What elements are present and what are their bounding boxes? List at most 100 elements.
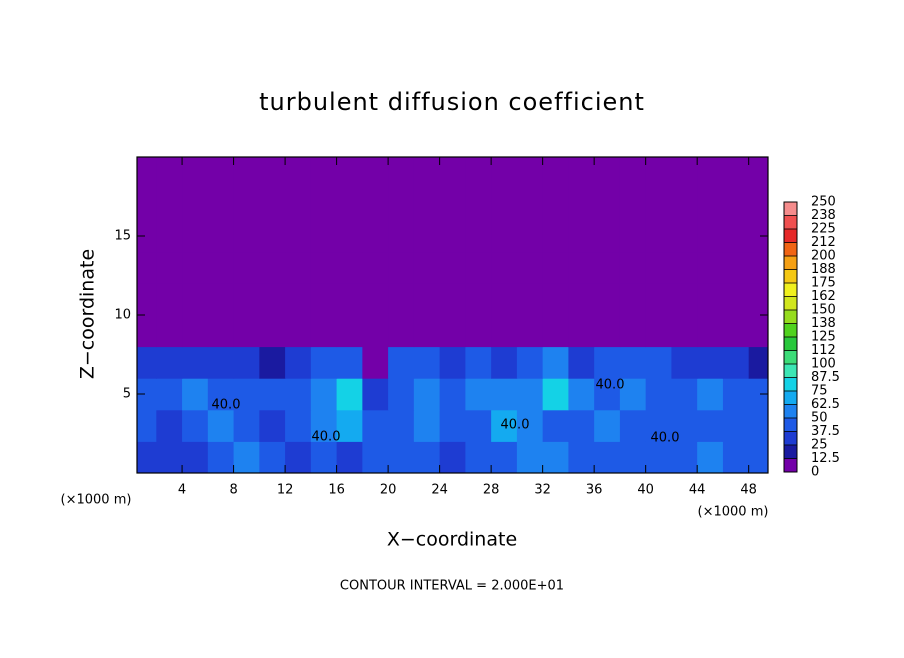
cell xyxy=(207,188,235,221)
cell xyxy=(388,220,415,253)
cell xyxy=(645,220,672,253)
cell xyxy=(233,251,260,284)
cell xyxy=(722,188,750,221)
chart-title: turbulent diffusion coefficient xyxy=(259,88,645,116)
cell xyxy=(542,251,569,284)
cell xyxy=(207,251,235,284)
cell xyxy=(491,409,518,442)
cell xyxy=(310,283,338,316)
cell xyxy=(310,378,338,411)
cell xyxy=(137,409,157,442)
cell xyxy=(671,441,698,473)
cell xyxy=(233,188,260,221)
cell xyxy=(259,220,286,253)
cell xyxy=(619,315,647,348)
colorbar-swatch xyxy=(784,229,797,243)
cell xyxy=(491,315,518,348)
colorbar-swatch xyxy=(784,364,797,378)
cell xyxy=(310,251,338,284)
cell xyxy=(645,283,672,316)
cell xyxy=(516,378,544,411)
cell xyxy=(439,157,466,190)
cell xyxy=(156,409,183,442)
cell xyxy=(137,220,157,253)
cell xyxy=(137,441,157,473)
cell xyxy=(207,346,235,379)
cell xyxy=(413,283,441,316)
cell xyxy=(285,441,312,473)
cell xyxy=(594,251,621,284)
cell xyxy=(233,378,260,411)
cell xyxy=(156,188,183,221)
cell xyxy=(336,441,363,473)
colorbar-label: 200 xyxy=(811,249,836,264)
cell xyxy=(362,283,389,316)
cell xyxy=(336,188,363,221)
colorbar-swatch xyxy=(784,310,797,324)
colorbar-label: 62.5 xyxy=(811,397,840,412)
cell xyxy=(697,441,724,473)
contour-label: 40.0 xyxy=(312,430,341,445)
colorbar-swatch xyxy=(784,418,797,432)
cell xyxy=(413,315,441,348)
colorbar-swatch xyxy=(784,269,797,284)
cell xyxy=(439,251,466,284)
cell xyxy=(259,157,286,190)
cell xyxy=(285,251,312,284)
colorbar-swatch xyxy=(784,283,797,297)
cell xyxy=(182,409,209,442)
colorbar-swatch xyxy=(784,404,797,419)
cell xyxy=(388,409,415,442)
cell xyxy=(594,441,621,473)
cell xyxy=(594,378,621,411)
cell xyxy=(156,315,183,348)
cell xyxy=(259,188,286,221)
cell xyxy=(619,441,647,473)
colorbar-swatch xyxy=(784,391,797,405)
cell xyxy=(542,378,569,411)
cell xyxy=(491,346,518,379)
cell xyxy=(594,409,621,442)
x-axis-label: X−coordinate xyxy=(387,529,517,551)
cell xyxy=(413,188,441,221)
colorbar-label: 188 xyxy=(811,262,836,277)
cell xyxy=(568,409,595,442)
x-tick-label: 16 xyxy=(328,483,345,498)
cell xyxy=(388,441,415,473)
cell xyxy=(568,283,595,316)
cell xyxy=(516,157,544,190)
cell xyxy=(722,251,750,284)
cell xyxy=(748,346,768,379)
cell xyxy=(388,188,415,221)
cell xyxy=(594,188,621,221)
cell xyxy=(156,346,183,379)
cell xyxy=(671,157,698,190)
cell xyxy=(465,188,492,221)
cell xyxy=(388,315,415,348)
colorbar-label: 12.5 xyxy=(811,451,840,466)
cell xyxy=(285,409,312,442)
cell xyxy=(645,346,672,379)
colorbar-label: 138 xyxy=(811,316,836,331)
cell xyxy=(310,441,338,473)
cell xyxy=(182,315,209,348)
cell xyxy=(516,283,544,316)
cell xyxy=(336,378,363,411)
cell xyxy=(336,315,363,348)
cell xyxy=(156,157,183,190)
cell xyxy=(671,220,698,253)
cell xyxy=(568,157,595,190)
cell xyxy=(336,283,363,316)
cell xyxy=(388,251,415,284)
field xyxy=(137,157,768,473)
cell xyxy=(619,378,647,411)
cell xyxy=(439,220,466,253)
cell xyxy=(722,157,750,190)
x-tick-label: 12 xyxy=(277,483,294,498)
cell xyxy=(439,378,466,411)
cell xyxy=(233,441,260,473)
cell xyxy=(362,409,389,442)
colorbar-swatch xyxy=(784,431,797,446)
cell xyxy=(697,346,724,379)
